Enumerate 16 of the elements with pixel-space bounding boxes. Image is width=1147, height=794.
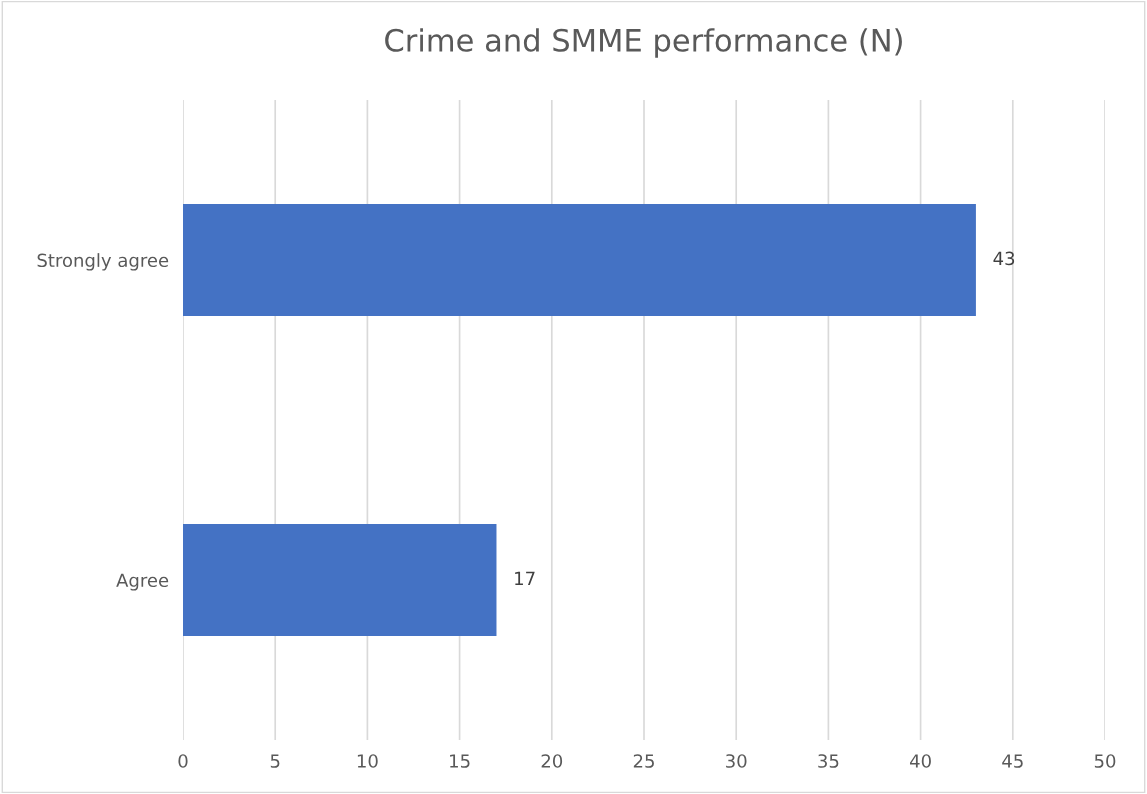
x-tick-label: 50 (1094, 754, 1116, 768)
y-tick-label: Agree (116, 573, 169, 591)
x-tick-label: 35 (818, 754, 839, 768)
x-tick-label: 45 (1002, 754, 1023, 768)
x-tick-label: 10 (357, 754, 378, 768)
x-tick-label: 15 (450, 754, 470, 768)
x-tick-label: 25 (633, 754, 654, 768)
x-tick-label: 20 (541, 754, 563, 768)
x-tick-label: 40 (910, 754, 931, 768)
data-label: 17 (515, 571, 535, 585)
chart-title: Crime and SMME performance (N) (385, 28, 902, 58)
x-tick-label: 5 (270, 754, 280, 768)
x-tick-label: 30 (726, 754, 747, 768)
data-label: 43 (993, 251, 1015, 266)
x-tick-label: 0 (178, 754, 188, 768)
y-tick-label: Strongly agree (37, 253, 169, 271)
